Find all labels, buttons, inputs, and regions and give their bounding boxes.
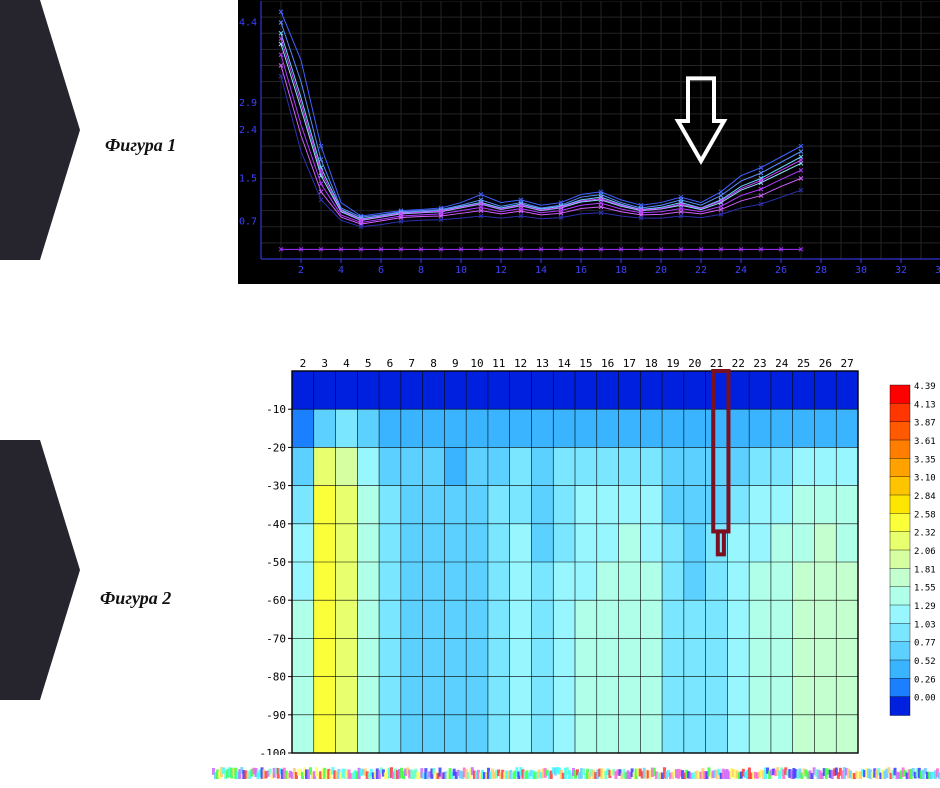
svg-text:27: 27 xyxy=(840,357,853,370)
svg-text:-40: -40 xyxy=(266,518,286,531)
svg-text:2.9: 2.9 xyxy=(239,98,257,109)
svg-text:1.55: 1.55 xyxy=(914,584,936,594)
svg-text:3: 3 xyxy=(321,357,328,370)
svg-text:3.10: 3.10 xyxy=(914,474,936,484)
svg-text:30: 30 xyxy=(855,265,867,276)
svg-text:15: 15 xyxy=(579,357,592,370)
svg-text:9: 9 xyxy=(452,357,459,370)
svg-text:16: 16 xyxy=(601,357,614,370)
heatmap-svg: 2345678910111213141516171819202122232425… xyxy=(238,355,940,755)
svg-text:-30: -30 xyxy=(266,480,286,493)
svg-text:-60: -60 xyxy=(266,594,286,607)
svg-text:11: 11 xyxy=(492,357,505,370)
pennant-figure-2 xyxy=(0,440,80,700)
svg-text:6: 6 xyxy=(378,265,384,276)
svg-text:18: 18 xyxy=(645,357,658,370)
svg-text:3.35: 3.35 xyxy=(914,455,936,465)
svg-text:21: 21 xyxy=(710,357,723,370)
svg-text:0.52: 0.52 xyxy=(914,657,936,667)
line-chart: 2468101214161820222426283032340.71.52.42… xyxy=(238,0,940,284)
svg-text:2.4: 2.4 xyxy=(239,125,257,136)
svg-text:3.61: 3.61 xyxy=(914,437,936,447)
svg-text:25: 25 xyxy=(797,357,810,370)
label-figure-2: Фигура 2 xyxy=(100,588,171,609)
svg-text:-90: -90 xyxy=(266,709,286,722)
svg-text:-70: -70 xyxy=(266,632,286,645)
svg-text:8: 8 xyxy=(430,357,437,370)
svg-text:19: 19 xyxy=(666,357,679,370)
svg-text:34: 34 xyxy=(935,265,940,276)
svg-text:2.84: 2.84 xyxy=(914,492,936,502)
svg-text:0.00: 0.00 xyxy=(914,694,936,704)
svg-text:32: 32 xyxy=(895,265,907,276)
svg-text:1.03: 1.03 xyxy=(914,620,936,630)
svg-text:18: 18 xyxy=(615,265,627,276)
svg-text:14: 14 xyxy=(557,357,571,370)
svg-text:20: 20 xyxy=(655,265,667,276)
label-figure-1: Фигура 1 xyxy=(105,135,176,156)
svg-text:2.32: 2.32 xyxy=(914,529,936,539)
svg-text:1.81: 1.81 xyxy=(914,565,936,575)
svg-text:0.7: 0.7 xyxy=(239,216,257,227)
svg-text:2: 2 xyxy=(298,265,304,276)
svg-text:4.39: 4.39 xyxy=(914,382,936,392)
svg-text:12: 12 xyxy=(495,265,507,276)
line-chart-svg: 2468101214161820222426283032340.71.52.42… xyxy=(239,1,940,283)
svg-text:-80: -80 xyxy=(266,671,286,684)
svg-text:4.13: 4.13 xyxy=(914,400,936,410)
svg-text:10: 10 xyxy=(455,265,467,276)
svg-text:12: 12 xyxy=(514,357,527,370)
svg-text:24: 24 xyxy=(775,357,789,370)
svg-text:26: 26 xyxy=(819,357,832,370)
svg-text:24: 24 xyxy=(735,265,747,276)
decorative-strip xyxy=(212,766,940,778)
svg-text:4: 4 xyxy=(338,265,344,276)
svg-text:20: 20 xyxy=(688,357,701,370)
svg-text:1.29: 1.29 xyxy=(914,602,936,612)
svg-text:-100: -100 xyxy=(260,747,287,755)
svg-text:5: 5 xyxy=(365,357,372,370)
pennant-figure-1 xyxy=(0,0,80,260)
svg-text:17: 17 xyxy=(623,357,636,370)
svg-text:7: 7 xyxy=(408,357,415,370)
svg-text:8: 8 xyxy=(418,265,424,276)
svg-text:-50: -50 xyxy=(266,556,286,569)
svg-text:23: 23 xyxy=(753,357,766,370)
svg-text:4: 4 xyxy=(343,357,350,370)
svg-text:2: 2 xyxy=(300,357,307,370)
svg-text:10: 10 xyxy=(470,357,483,370)
svg-text:0.77: 0.77 xyxy=(914,639,936,649)
svg-text:4.4: 4.4 xyxy=(239,18,257,29)
strip-svg xyxy=(212,767,940,779)
svg-text:22: 22 xyxy=(732,357,745,370)
svg-text:16: 16 xyxy=(575,265,587,276)
svg-text:6: 6 xyxy=(387,357,394,370)
svg-text:14: 14 xyxy=(535,265,547,276)
svg-text:13: 13 xyxy=(536,357,549,370)
svg-text:-10: -10 xyxy=(266,403,286,416)
svg-text:-20: -20 xyxy=(266,441,286,454)
svg-text:0.26: 0.26 xyxy=(914,675,936,685)
svg-text:1.5: 1.5 xyxy=(239,173,257,184)
svg-text:3.87: 3.87 xyxy=(914,419,936,429)
svg-text:2.06: 2.06 xyxy=(914,547,936,557)
heatmap-chart: 2345678910111213141516171819202122232425… xyxy=(238,355,940,755)
svg-text:22: 22 xyxy=(695,265,707,276)
svg-text:28: 28 xyxy=(815,265,827,276)
page: Фигура 1 Фигура 2 2468101214161820222426… xyxy=(0,0,940,788)
svg-text:26: 26 xyxy=(775,265,787,276)
svg-text:2.58: 2.58 xyxy=(914,510,936,520)
